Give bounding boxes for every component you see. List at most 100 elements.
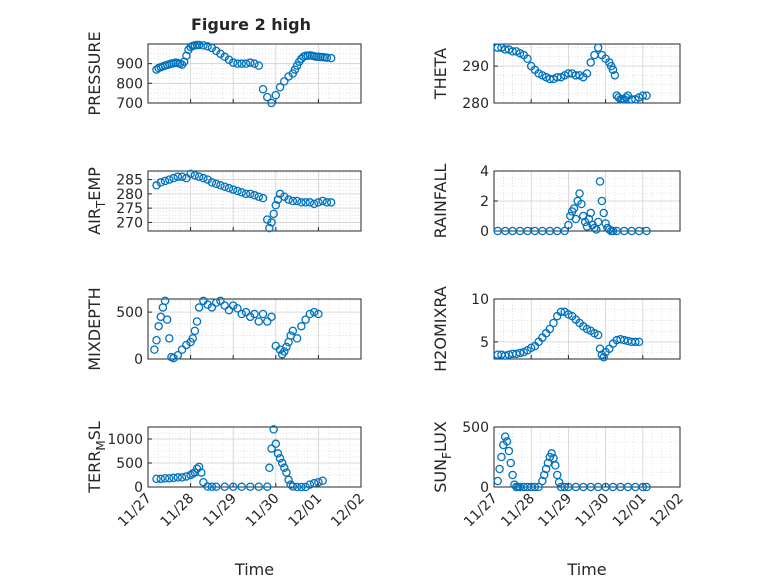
data-point: [203, 300, 212, 309]
data-point: [318, 196, 327, 206]
subplot-1: 700 800 900 PRESSURE: [85, 31, 362, 116]
x-tick-label: 11/27: [461, 491, 501, 531]
y-axis-label: AIRTEMP: [85, 167, 108, 235]
subplot-5: 0 500 MIXDEPTH: [85, 287, 362, 371]
y-tick-label: 4: [480, 164, 489, 180]
data-point: [199, 477, 208, 487]
data-point: [211, 298, 221, 307]
data-series: [493, 307, 644, 362]
data-point: [150, 345, 159, 354]
data-point: [216, 181, 225, 190]
data-point: [608, 65, 618, 75]
data-point: [152, 474, 161, 484]
data-point: [237, 59, 246, 68]
data-point: [309, 307, 319, 317]
data-series: [150, 296, 323, 363]
data-point: [241, 189, 251, 199]
data-point: [254, 61, 264, 70]
y-tick-label: 500: [116, 305, 143, 321]
data-point: [265, 463, 274, 473]
data-point: [228, 482, 238, 492]
data-point: [292, 334, 302, 343]
y-axis-label: RAINFALL: [431, 164, 450, 239]
data-point: [280, 347, 289, 356]
y-tick-label: 270: [116, 215, 143, 231]
data-point: [515, 348, 525, 358]
data-point: [162, 315, 172, 324]
data-point: [192, 317, 202, 326]
y-tick-label: 500: [462, 420, 489, 436]
data-point: [608, 226, 618, 236]
data-point: [277, 458, 287, 468]
x-tick-label: 11/28: [158, 491, 198, 531]
data-point: [593, 330, 603, 340]
data-point: [554, 477, 564, 487]
data-point: [207, 303, 217, 312]
data-point: [280, 463, 289, 473]
data-point: [575, 189, 584, 198]
data-point: [599, 208, 608, 218]
data-point: [273, 449, 283, 458]
data-point: [549, 318, 558, 328]
y-tick-label: 900: [116, 57, 143, 73]
data-point: [326, 53, 336, 63]
data-point: [165, 175, 174, 184]
data-point: [584, 214, 594, 224]
y-tick-label: 1000: [107, 432, 143, 448]
data-point: [590, 223, 599, 233]
data-point: [267, 312, 276, 322]
data-point: [237, 188, 246, 197]
data-point: [288, 196, 298, 206]
data-point: [301, 198, 310, 207]
y-tick-label: 0: [134, 352, 143, 368]
data-point: [203, 42, 212, 51]
data-point: [160, 176, 170, 186]
data-point: [284, 475, 293, 485]
data-point: [152, 335, 161, 345]
data-point: [552, 72, 562, 82]
data-point: [508, 47, 517, 56]
x-tick-label: 11/30: [573, 491, 613, 531]
data-point: [245, 482, 255, 492]
data-point: [493, 476, 502, 486]
data-point: [593, 43, 603, 52]
data-point: [539, 470, 549, 480]
data-point: [564, 69, 573, 78]
data-point: [592, 225, 601, 234]
plot-area: [494, 44, 680, 103]
data-point: [186, 470, 195, 480]
data-point: [545, 74, 555, 84]
data-point: [165, 334, 174, 343]
data-point: [263, 92, 272, 102]
data-point: [203, 175, 212, 184]
data-point: [271, 439, 281, 449]
data-point: [220, 182, 229, 191]
data-point: [173, 172, 183, 181]
data-point: [638, 91, 648, 100]
data-point: [188, 334, 197, 343]
data-point: [269, 209, 278, 219]
data-point: [271, 201, 281, 210]
axes-box: [493, 43, 681, 104]
data-point: [530, 482, 540, 492]
x-tick-label: 11/27: [115, 491, 155, 531]
data-point: [495, 464, 504, 474]
x-tick-label: 11/29: [200, 491, 240, 531]
data-point: [275, 189, 285, 199]
data-point: [292, 196, 302, 206]
data-point: [199, 173, 208, 183]
data-point: [254, 192, 264, 201]
data-point: [610, 71, 620, 80]
data-point: [642, 91, 651, 100]
data-point: [250, 309, 259, 319]
y-tick-label: 0: [480, 224, 489, 240]
data-series: [493, 177, 651, 236]
data-point: [211, 179, 221, 189]
y-tick-label: 275: [116, 201, 143, 217]
data-point: [543, 458, 553, 468]
data-point: [186, 169, 195, 179]
x-tick-label: 12/02: [647, 491, 687, 531]
data-point: [582, 69, 592, 78]
